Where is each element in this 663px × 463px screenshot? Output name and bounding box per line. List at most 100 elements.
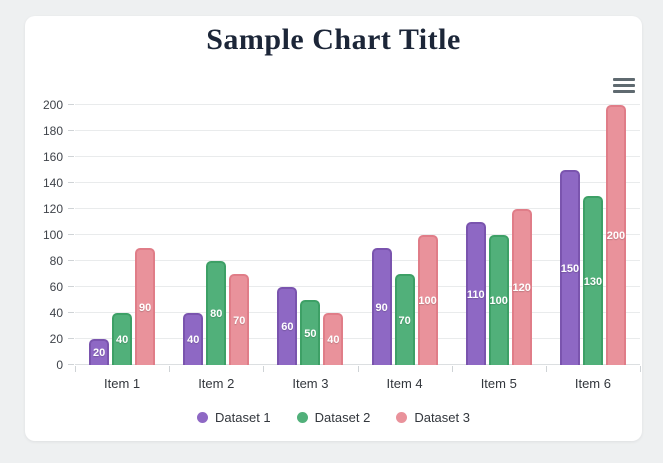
legend-item-dataset-2[interactable]: Dataset 2: [296, 410, 371, 425]
bar-group-item-4: 90 70 100: [358, 105, 452, 365]
bar-dataset-2-item-6[interactable]: 130: [582, 196, 603, 365]
legend-label: Dataset 1: [215, 410, 271, 425]
y-axis-tick: [68, 130, 74, 131]
plot-area: 0 20 40 60 80 100 120 140 160 180 200 20 40 90 Item 1 4…: [43, 99, 641, 391]
bar-group-item-5: 110 100 120: [452, 105, 546, 365]
y-axis-tick-label: 40: [49, 306, 63, 320]
bar-value-label: 100: [418, 295, 437, 307]
chart-legend: Dataset 1 Dataset 2 Dataset 3: [25, 410, 642, 425]
hamburger-icon: [613, 78, 635, 81]
bar-value-label: 70: [233, 314, 246, 327]
bar-value-label: 130: [583, 275, 603, 288]
gridline: [75, 156, 640, 157]
bar-dataset-2-item-4[interactable]: 70: [394, 274, 415, 365]
legend-label: Dataset 2: [314, 410, 371, 425]
y-axis-tick-label: 0: [56, 358, 63, 372]
x-axis-tick: [640, 366, 641, 372]
y-axis-tick-label: 80: [49, 254, 63, 268]
y-axis-tick-label: 120: [42, 202, 63, 216]
bar-dataset-3-item-6[interactable]: 200: [605, 105, 626, 365]
bar-dataset-1-item-5[interactable]: 110: [465, 222, 486, 365]
y-axis-tick: [68, 104, 74, 105]
y-axis-tick-label: 100: [42, 228, 63, 242]
bar-dataset-1-item-3[interactable]: 60: [277, 287, 298, 365]
bar-value-label: 40: [187, 334, 200, 346]
x-axis-category-label: Item 1: [104, 376, 141, 391]
legend-swatch-icon: [296, 412, 308, 423]
bar-group-item-6: 150 130 200: [546, 105, 640, 365]
y-axis-tick-label: 20: [49, 332, 63, 346]
gridline: [75, 104, 640, 105]
y-axis-tick: [68, 312, 74, 313]
chart-title: Sample Chart Title: [206, 23, 461, 56]
legend-swatch-icon: [197, 412, 209, 423]
gridline: [75, 208, 640, 209]
x-axis-tick: [545, 366, 547, 372]
bar-dataset-3-item-1[interactable]: 90: [135, 248, 156, 365]
bar-value-label: 200: [606, 230, 626, 242]
bar-value-label: 150: [560, 262, 580, 275]
bar-value-label: 90: [375, 301, 388, 314]
bar-value-label: 100: [489, 295, 508, 307]
x-axis-category-label: Item 3: [292, 376, 329, 391]
bar-value-label: 20: [92, 347, 106, 359]
y-axis-tick: [68, 364, 74, 365]
bar-value-label: 40: [115, 334, 129, 346]
bar-value-label: 110: [466, 288, 485, 301]
bar-dataset-3-item-3[interactable]: 40: [323, 313, 344, 365]
x-axis-tick: [357, 366, 359, 372]
y-axis-tick: [68, 338, 74, 339]
bar-value-label: 80: [210, 308, 223, 320]
legend-swatch-icon: [396, 412, 408, 423]
bar-value-label: 50: [304, 327, 317, 340]
gridline: [75, 130, 640, 131]
y-axis-tick-label: 200: [42, 98, 63, 112]
y-axis-tick: [68, 234, 74, 235]
y-axis-tick-label: 180: [42, 124, 63, 138]
bar-dataset-1-item-4[interactable]: 90: [371, 248, 392, 365]
y-axis-tick: [68, 156, 74, 157]
y-axis-tick-label: 140: [42, 176, 63, 190]
bar-dataset-2-item-1[interactable]: 40: [112, 313, 133, 365]
gridline: [75, 234, 640, 235]
bar-dataset-3-item-4[interactable]: 100: [417, 235, 438, 365]
y-axis-tick: [68, 182, 74, 183]
legend-item-dataset-3[interactable]: Dataset 3: [396, 410, 470, 425]
bar-group-item-1: 20 40 90: [75, 105, 169, 365]
y-axis-tick-label: 60: [49, 280, 63, 294]
bar-value-label: 120: [512, 282, 531, 294]
x-axis-category-label: Item 4: [386, 376, 423, 391]
bar-dataset-3-item-5[interactable]: 120: [511, 209, 532, 365]
bar-value-label: 70: [398, 314, 411, 327]
bar-value-label: 60: [281, 321, 294, 333]
chart-card: Sample Chart Title 0 20 40 60 80 100 120 140 160…: [25, 16, 642, 441]
bar-value-label: 40: [327, 334, 340, 346]
x-axis-tick: [451, 366, 453, 372]
bar-dataset-1-item-2[interactable]: 40: [183, 313, 204, 365]
bar-dataset-2-item-3[interactable]: 50: [300, 300, 321, 365]
bar-dataset-2-item-5[interactable]: 100: [488, 235, 509, 365]
x-axis-category-label: Item 2: [198, 376, 235, 391]
y-axis-tick: [68, 208, 74, 209]
hamburger-icon: [613, 90, 635, 93]
gridline: [75, 312, 640, 313]
gridline: [75, 260, 640, 261]
bar-dataset-2-item-2[interactable]: 80: [206, 261, 227, 365]
bar-value-label: 90: [138, 301, 152, 314]
x-axis-tick: [169, 366, 171, 372]
bar-dataset-3-item-2[interactable]: 70: [229, 274, 250, 365]
x-axis-tick: [75, 366, 76, 372]
bar-dataset-1-item-1[interactable]: 20: [89, 339, 110, 365]
bar-group-item-3: 60 50 40: [263, 105, 357, 365]
chart-menu-button[interactable]: [613, 78, 635, 93]
y-axis-tick-label: 160: [42, 150, 63, 164]
gridline: [75, 364, 640, 365]
gridline: [75, 182, 640, 183]
legend-item-dataset-1[interactable]: Dataset 1: [197, 410, 271, 425]
y-axis-tick: [68, 260, 74, 261]
x-axis-tick: [263, 366, 265, 372]
x-axis-category-label: Item 5: [480, 376, 517, 391]
gridline: [75, 286, 640, 287]
bar-dataset-1-item-6[interactable]: 150: [559, 170, 580, 365]
gridline: [75, 338, 640, 339]
